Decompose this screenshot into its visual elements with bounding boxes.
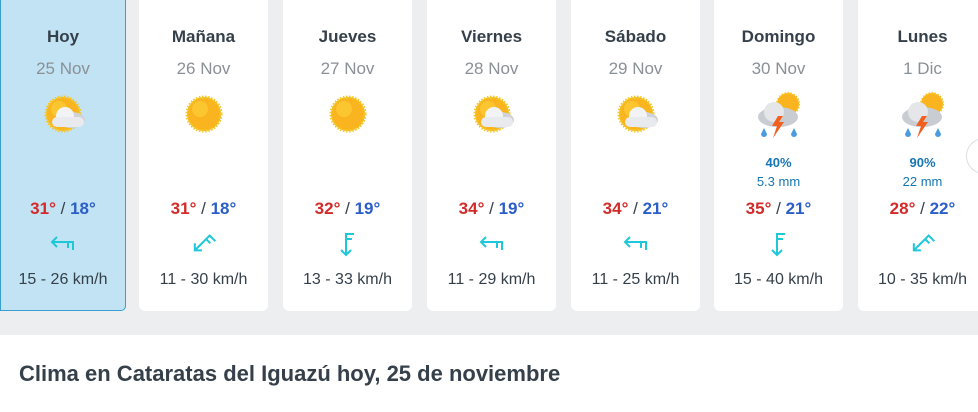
- temp-min: 18°: [210, 199, 237, 218]
- day-card[interactable]: Viernes 28 Nov 34° / 19° 11 - 29 km/h: [427, 0, 556, 311]
- temperatures: 31° / 18°: [1, 199, 125, 219]
- temp-min: 22°: [929, 199, 956, 218]
- sun-icon: [329, 95, 366, 133]
- day-name: Lunes: [897, 27, 948, 46]
- temp-max: 31°: [170, 199, 197, 218]
- wind-direction-icon: [770, 233, 785, 257]
- temp-separator: /: [201, 199, 206, 218]
- sun-cloud-icon: [44, 95, 85, 133]
- thunderstorm-icon: [757, 92, 800, 138]
- temp-separator: /: [920, 199, 925, 218]
- rain-probability: 40%: [765, 155, 792, 170]
- wind-speed: 11 - 29 km/h: [447, 271, 536, 288]
- day-card[interactable]: Domingo 30 Nov 40% 5.3 mm 35° / 21° 15 - 4…: [714, 0, 843, 311]
- day-date: 28 Nov: [464, 59, 519, 78]
- day-date: 30 Nov: [751, 59, 806, 78]
- temp-min: 18°: [70, 199, 96, 218]
- temp-separator: /: [776, 199, 781, 218]
- temp-min: 21°: [785, 199, 812, 218]
- forecast-strip: Lunes 1 Dic 90% 22 mm 28° / 22° 10 - 35 km…: [0, 0, 978, 335]
- wind-direction-icon: [339, 233, 354, 257]
- temp-separator: /: [489, 199, 494, 218]
- day-name: Mañana: [171, 27, 236, 46]
- day-card[interactable]: Sábado 29 Nov 34° / 21° 11 - 25 km/h: [571, 0, 700, 311]
- temperatures: 32° / 19°: [283, 199, 412, 219]
- day-card[interactable]: Jueves 27 Nov 32° / 19° 13 - 33 km/h: [283, 0, 412, 311]
- temp-max: 35°: [745, 199, 772, 218]
- wind-direction-icon: [479, 236, 503, 250]
- day-name: Viernes: [460, 27, 523, 46]
- temp-separator: /: [633, 199, 638, 218]
- wind-speed: 13 - 33 km/h: [303, 271, 392, 288]
- day-name: Jueves: [318, 27, 377, 46]
- day-card[interactable]: Lunes 1 Dic 90% 22 mm 28° / 22° 10 - 35 km…: [858, 0, 978, 311]
- day-name: Domingo: [741, 27, 816, 46]
- temp-min: 19°: [498, 199, 525, 218]
- temp-max: 32°: [314, 199, 341, 218]
- wind-speed: 15 - 26 km/h: [18, 271, 108, 288]
- temp-max: 34°: [602, 199, 629, 218]
- wind-direction-icon: [912, 234, 935, 252]
- sun-cloud-icon: [473, 95, 514, 133]
- temperatures: 28° / 22°: [858, 199, 978, 219]
- temp-min: 21°: [642, 199, 669, 218]
- sun-icon: [185, 95, 222, 133]
- temp-max: 28°: [889, 199, 916, 218]
- temp-min: 19°: [354, 199, 381, 218]
- temperatures: 35° / 21°: [714, 199, 843, 219]
- sun-cloud-icon: [617, 95, 658, 133]
- temperatures: 31° / 18°: [139, 199, 268, 219]
- wind-direction-icon: [50, 236, 74, 250]
- wind-speed: 11 - 30 km/h: [159, 271, 248, 288]
- page-title: Clima en Cataratas del Iguazú hoy, 25 de…: [19, 361, 561, 386]
- temp-max: 34°: [458, 199, 485, 218]
- rain-amount: 22 mm: [902, 174, 943, 189]
- rain-amount: 5.3 mm: [756, 174, 801, 189]
- wind-speed: 11 - 25 km/h: [591, 271, 680, 288]
- day-date: 27 Nov: [320, 59, 375, 78]
- day-card[interactable]: Mañana 26 Nov 31° / 18° 11 - 30 km/h: [139, 0, 268, 311]
- day-date: 25 Nov: [36, 59, 90, 78]
- day-name: Sábado: [604, 27, 667, 46]
- temperatures: 34° / 21°: [571, 199, 700, 219]
- temp-separator: /: [345, 199, 350, 218]
- wind-direction-icon: [193, 234, 216, 252]
- temperatures: 34° / 19°: [427, 199, 556, 219]
- thunderstorm-icon: [901, 92, 944, 138]
- rain-probability: 90%: [909, 155, 936, 170]
- day-date: 26 Nov: [176, 59, 231, 78]
- temp-separator: /: [60, 199, 66, 218]
- wind-speed: 10 - 35 km/h: [878, 271, 967, 288]
- wind-direction-icon: [623, 236, 647, 250]
- day-date: 1 Dic: [903, 59, 942, 78]
- day-name: Hoy: [46, 27, 80, 46]
- day-date: 29 Nov: [608, 59, 663, 78]
- wind-speed: 15 - 40 km/h: [734, 271, 823, 288]
- day-card[interactable]: Hoy 25 Nov 31° / 18° 15 - 26 km/h: [0, 0, 126, 311]
- temp-max: 31°: [30, 199, 56, 218]
